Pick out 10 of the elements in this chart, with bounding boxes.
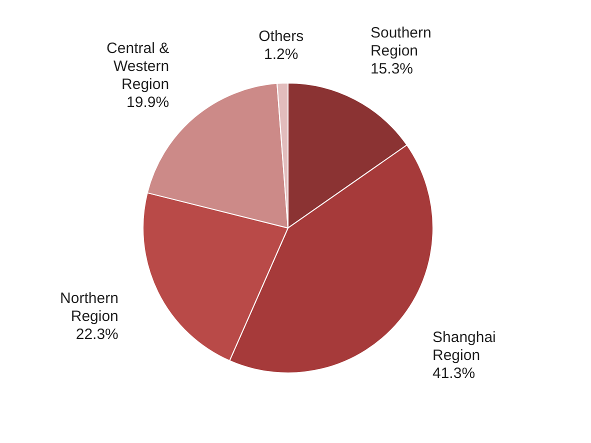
data-label: 41.3% bbox=[432, 365, 476, 382]
data-label: 19.9% bbox=[126, 94, 170, 112]
slice-label: Others bbox=[258, 28, 304, 46]
slice-label: Southern Region bbox=[370, 24, 432, 60]
slice-label: Northern Region bbox=[60, 290, 118, 325]
slice-label: Shanghai Region bbox=[432, 329, 496, 364]
data-label: 15.3% bbox=[370, 60, 414, 78]
data-label: 22.3% bbox=[76, 326, 118, 343]
slice-label: Central & Western Region bbox=[106, 40, 170, 94]
data-label: 1.2% bbox=[264, 46, 298, 64]
